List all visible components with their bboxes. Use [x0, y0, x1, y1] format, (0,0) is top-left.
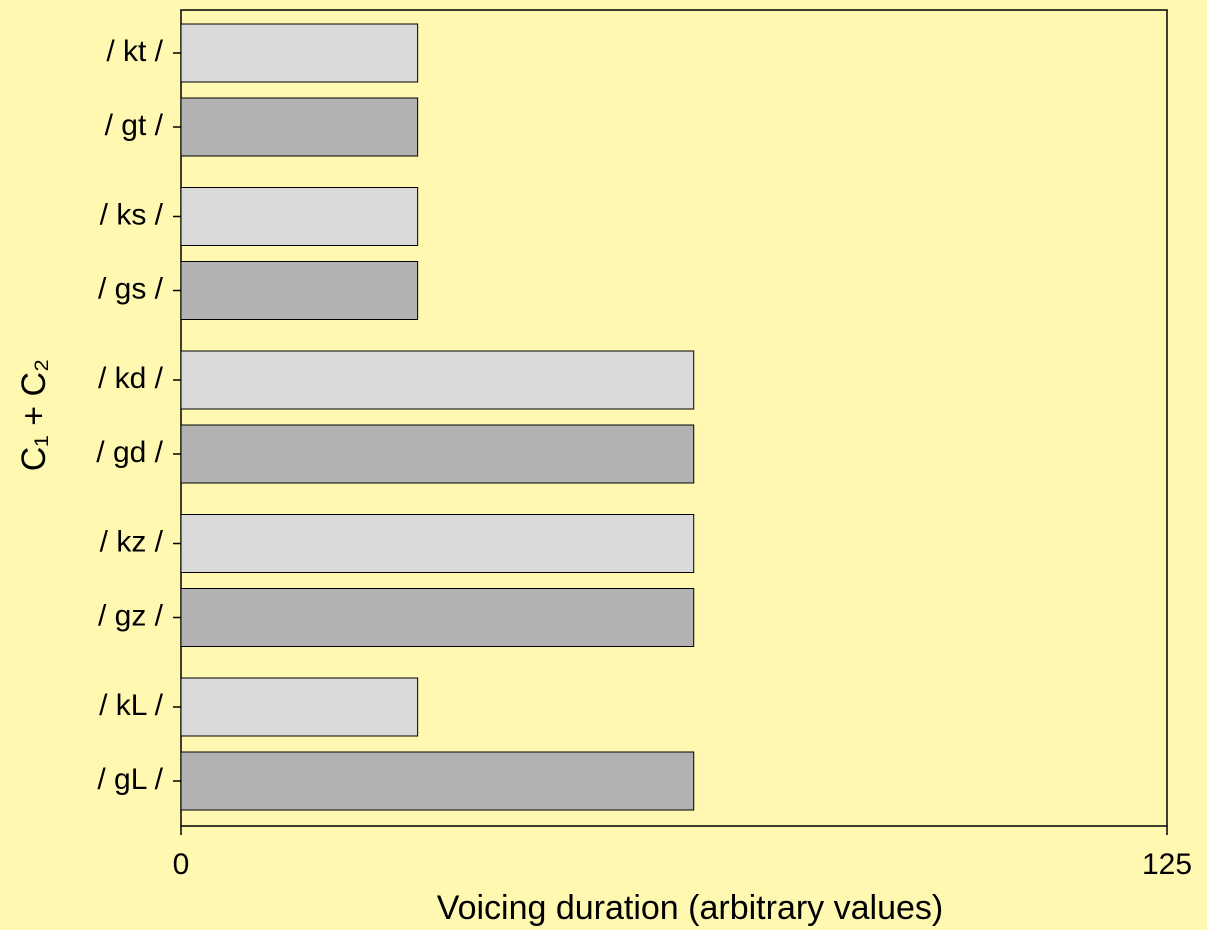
y-tick-label: / kL /: [99, 689, 164, 722]
bar: [180, 751, 695, 811]
bar: [180, 677, 419, 737]
bar: [180, 350, 695, 410]
plot-frame: [180, 9, 1168, 827]
y-tick-label: / kt /: [106, 35, 163, 68]
y-axis-label: C₁ + C₂: [15, 359, 53, 472]
bar: [180, 23, 419, 83]
bar: [180, 424, 695, 484]
y-tick-label: / gd /: [96, 436, 163, 469]
x-axis-label: Voicing duration (arbitrary values): [437, 889, 943, 927]
y-tick-label: / ks /: [100, 198, 164, 231]
y-tick-label: / gL /: [97, 763, 163, 796]
bar: [180, 187, 419, 246]
bar: [180, 261, 419, 320]
y-tick-label: / gz /: [98, 599, 164, 632]
x-tick-label: 0: [173, 848, 190, 881]
bar: [180, 514, 695, 573]
y-tick-label: / kd /: [98, 362, 164, 395]
y-tick-label: / kz /: [100, 525, 164, 558]
x-tick-label: 125: [1142, 848, 1192, 881]
bar: [180, 97, 419, 157]
bar: [180, 588, 695, 647]
y-tick-label: / gt /: [105, 109, 164, 142]
y-tick-label: / gs /: [98, 272, 164, 305]
